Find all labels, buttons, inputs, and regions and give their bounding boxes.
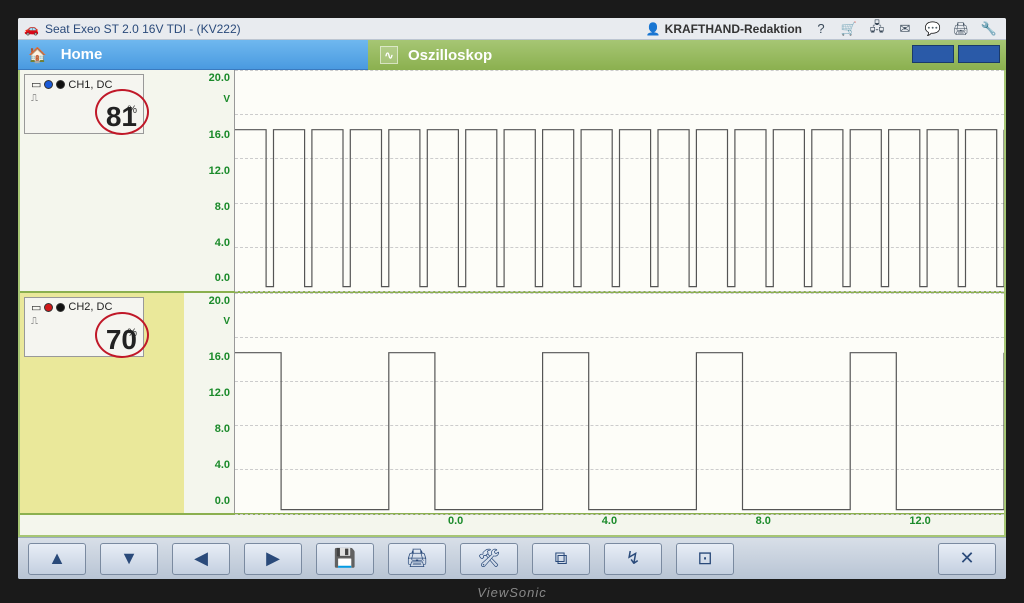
y-axis-ch2: 20.0 V 16.0 12.0 8.0 4.0 0.0 (184, 293, 234, 514)
plot-ch1[interactable] (234, 70, 1004, 291)
ch2-label: CH2, DC (68, 301, 112, 313)
home-label: Home (61, 46, 103, 63)
account-label[interactable]: 👤 KRAFTHAND-Redaktion (646, 22, 802, 36)
scope-indicators (912, 45, 1000, 63)
tools-button[interactable]: 🛠 (460, 543, 518, 575)
settings-icon[interactable]: 🔧 (978, 20, 1000, 38)
home-icon: 🏠 (28, 46, 47, 64)
highlight-circle-ch2 (95, 312, 149, 358)
highlight-circle-ch1 (95, 89, 149, 135)
header-row: 🏠 Home ∿ Oszilloskop (18, 40, 1006, 70)
window-title: Seat Exeo ST 2.0 16V TDI - (KV222) (45, 22, 241, 36)
nav-up-button[interactable]: ▲ (28, 543, 86, 575)
ch2-color-dot (44, 303, 53, 312)
side-panel-ch1: ▭ CH1, DC ⎍ % 81 (20, 70, 184, 291)
help-icon[interactable]: ? (810, 20, 832, 38)
save-button[interactable]: 💾 (316, 543, 374, 575)
home-button[interactable]: 🏠 Home (18, 40, 368, 70)
channel-row-1: ▭ CH1, DC ⎍ % 81 20.0 V 16.0 (20, 70, 1004, 293)
scope-icon: ∿ (380, 46, 398, 64)
cursor-button[interactable]: ⊡ (676, 543, 734, 575)
footer-toolbar: ▲ ▼ ◀ ▶ 💾 🖨 🛠 ⧉ ↯ ⊡ ✕ (18, 537, 1006, 579)
monitor-brand: ViewSonic (477, 585, 546, 600)
y-axis-ch1: 20.0 V 16.0 12.0 8.0 4.0 0.0 (184, 70, 234, 291)
close-button[interactable]: ✕ (938, 543, 996, 575)
channel-row-2: ▭ CH2, DC ⎍ % 70 20.0 V 16.0 (20, 293, 1004, 516)
nav-prev-button[interactable]: ◀ (172, 543, 230, 575)
x-axis: 0.04.08.012.016.0ms 20.0 (20, 515, 1004, 535)
ch1-gnd-dot (56, 80, 65, 89)
cart-icon[interactable]: 🛒 (838, 20, 860, 38)
main-area: ▭ CH1, DC ⎍ % 81 20.0 V 16.0 (18, 70, 1006, 537)
ch2-gnd-dot (56, 303, 65, 312)
scope-title: ∿ Oszilloskop (368, 40, 1006, 70)
ch1-label: CH1, DC (68, 79, 112, 91)
measure-box-ch2[interactable]: ▭ CH2, DC ⎍ % 70 (24, 297, 144, 357)
titlebar: 🚗 Seat Exeo ST 2.0 16V TDI - (KV222) 👤 K… (18, 18, 1006, 40)
plot-ch2[interactable] (234, 293, 1004, 514)
ch1-color-dot (44, 80, 53, 89)
trigger-button[interactable]: ↯ (604, 543, 662, 575)
feedback-icon[interactable]: 💬 (922, 20, 944, 38)
zoom-button[interactable]: ⧉ (532, 543, 590, 575)
nav-down-button[interactable]: ▼ (100, 543, 158, 575)
print-icon[interactable]: 🖨 (950, 20, 972, 38)
print-button[interactable]: 🖨 (388, 543, 446, 575)
measure-box-ch1[interactable]: ▭ CH1, DC ⎍ % 81 (24, 74, 144, 134)
car-icon: 🚗 (24, 22, 39, 36)
person-icon: 👤 (646, 22, 661, 36)
side-panel-ch2: ▭ CH2, DC ⎍ % 70 (20, 293, 184, 514)
scope-label: Oszilloskop (408, 47, 492, 64)
nav-next-button[interactable]: ▶ (244, 543, 302, 575)
network-icon[interactable]: 🖧 (866, 20, 888, 38)
mail-icon[interactable]: ✉ (894, 20, 916, 38)
